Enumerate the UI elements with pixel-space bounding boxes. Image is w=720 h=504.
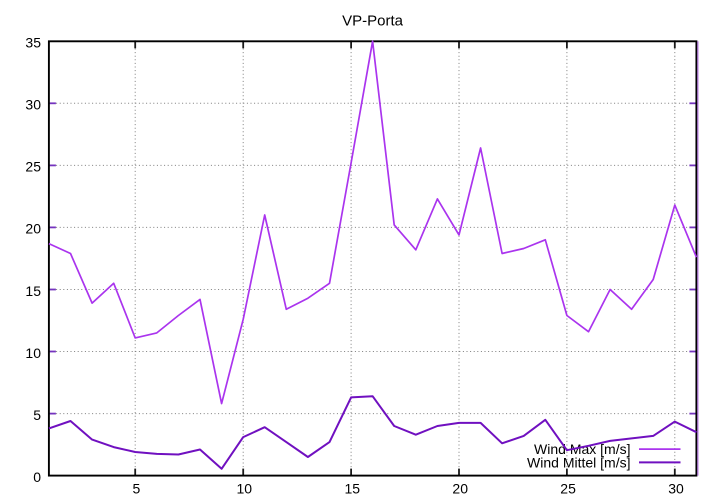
svg-text:30: 30 [25,97,41,113]
svg-text:VP-Porta: VP-Porta [342,13,404,30]
svg-text:10: 10 [237,480,253,496]
svg-text:Wind Max [m/s]: Wind Max [m/s] [534,441,630,457]
svg-text:10: 10 [25,345,41,361]
svg-text:20: 20 [452,480,468,496]
svg-text:5: 5 [33,407,41,423]
svg-text:5: 5 [133,480,141,496]
svg-text:30: 30 [668,480,684,496]
svg-text:0: 0 [33,469,41,485]
svg-text:35: 35 [25,35,41,51]
svg-text:15: 15 [25,283,41,299]
svg-text:15: 15 [345,480,361,496]
svg-text:25: 25 [25,159,41,175]
svg-text:25: 25 [560,480,576,496]
svg-text:20: 20 [25,221,41,237]
svg-text:Wind Mittel [m/s]: Wind Mittel [m/s] [527,454,630,470]
